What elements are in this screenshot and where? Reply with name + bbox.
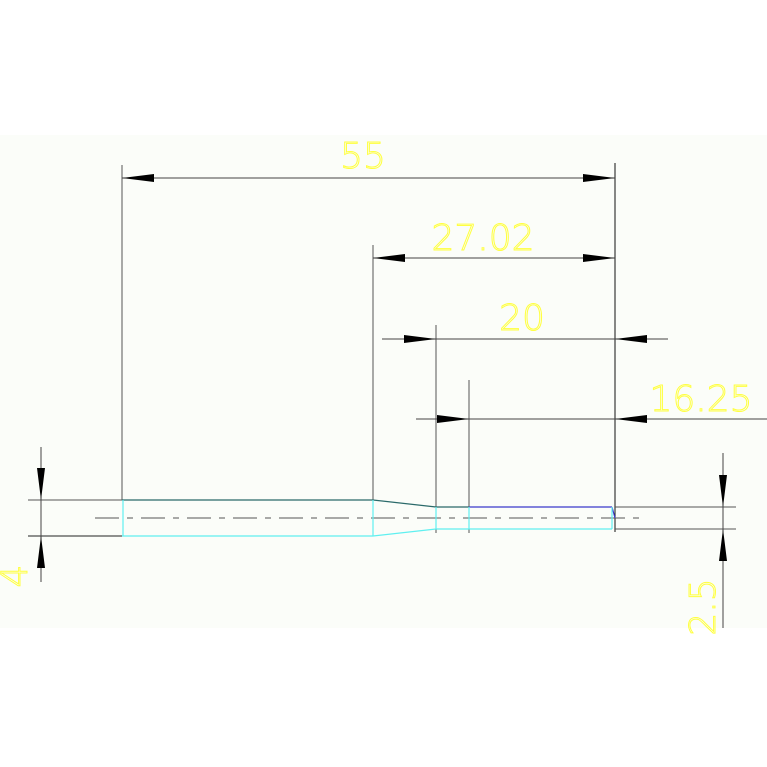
- arrow-icon: [37, 536, 45, 568]
- arrow-icon: [37, 468, 45, 500]
- arrowheads: [37, 174, 727, 568]
- arrow-icon: [583, 174, 615, 182]
- arrow-icon: [719, 529, 727, 561]
- dim-4: 4: [0, 565, 36, 588]
- arrow-icon: [615, 335, 647, 343]
- dim-20: 20: [499, 298, 545, 339]
- dim-16-25: 16.25: [649, 379, 752, 420]
- arrow-icon: [719, 475, 727, 507]
- dim-27-02: 27.02: [431, 218, 534, 259]
- dim-55: 55: [340, 136, 386, 177]
- drawing-area: [0, 135, 767, 628]
- arrow-icon: [404, 335, 436, 343]
- arrow-icon: [437, 415, 469, 423]
- arrow-icon: [122, 174, 154, 182]
- arrow-icon: [583, 254, 615, 262]
- extension-lines: [28, 163, 736, 537]
- dim-2-5: 2.5: [683, 578, 724, 635]
- part-outline: [122, 499, 616, 537]
- arrow-icon: [373, 254, 405, 262]
- arrow-icon: [615, 415, 647, 423]
